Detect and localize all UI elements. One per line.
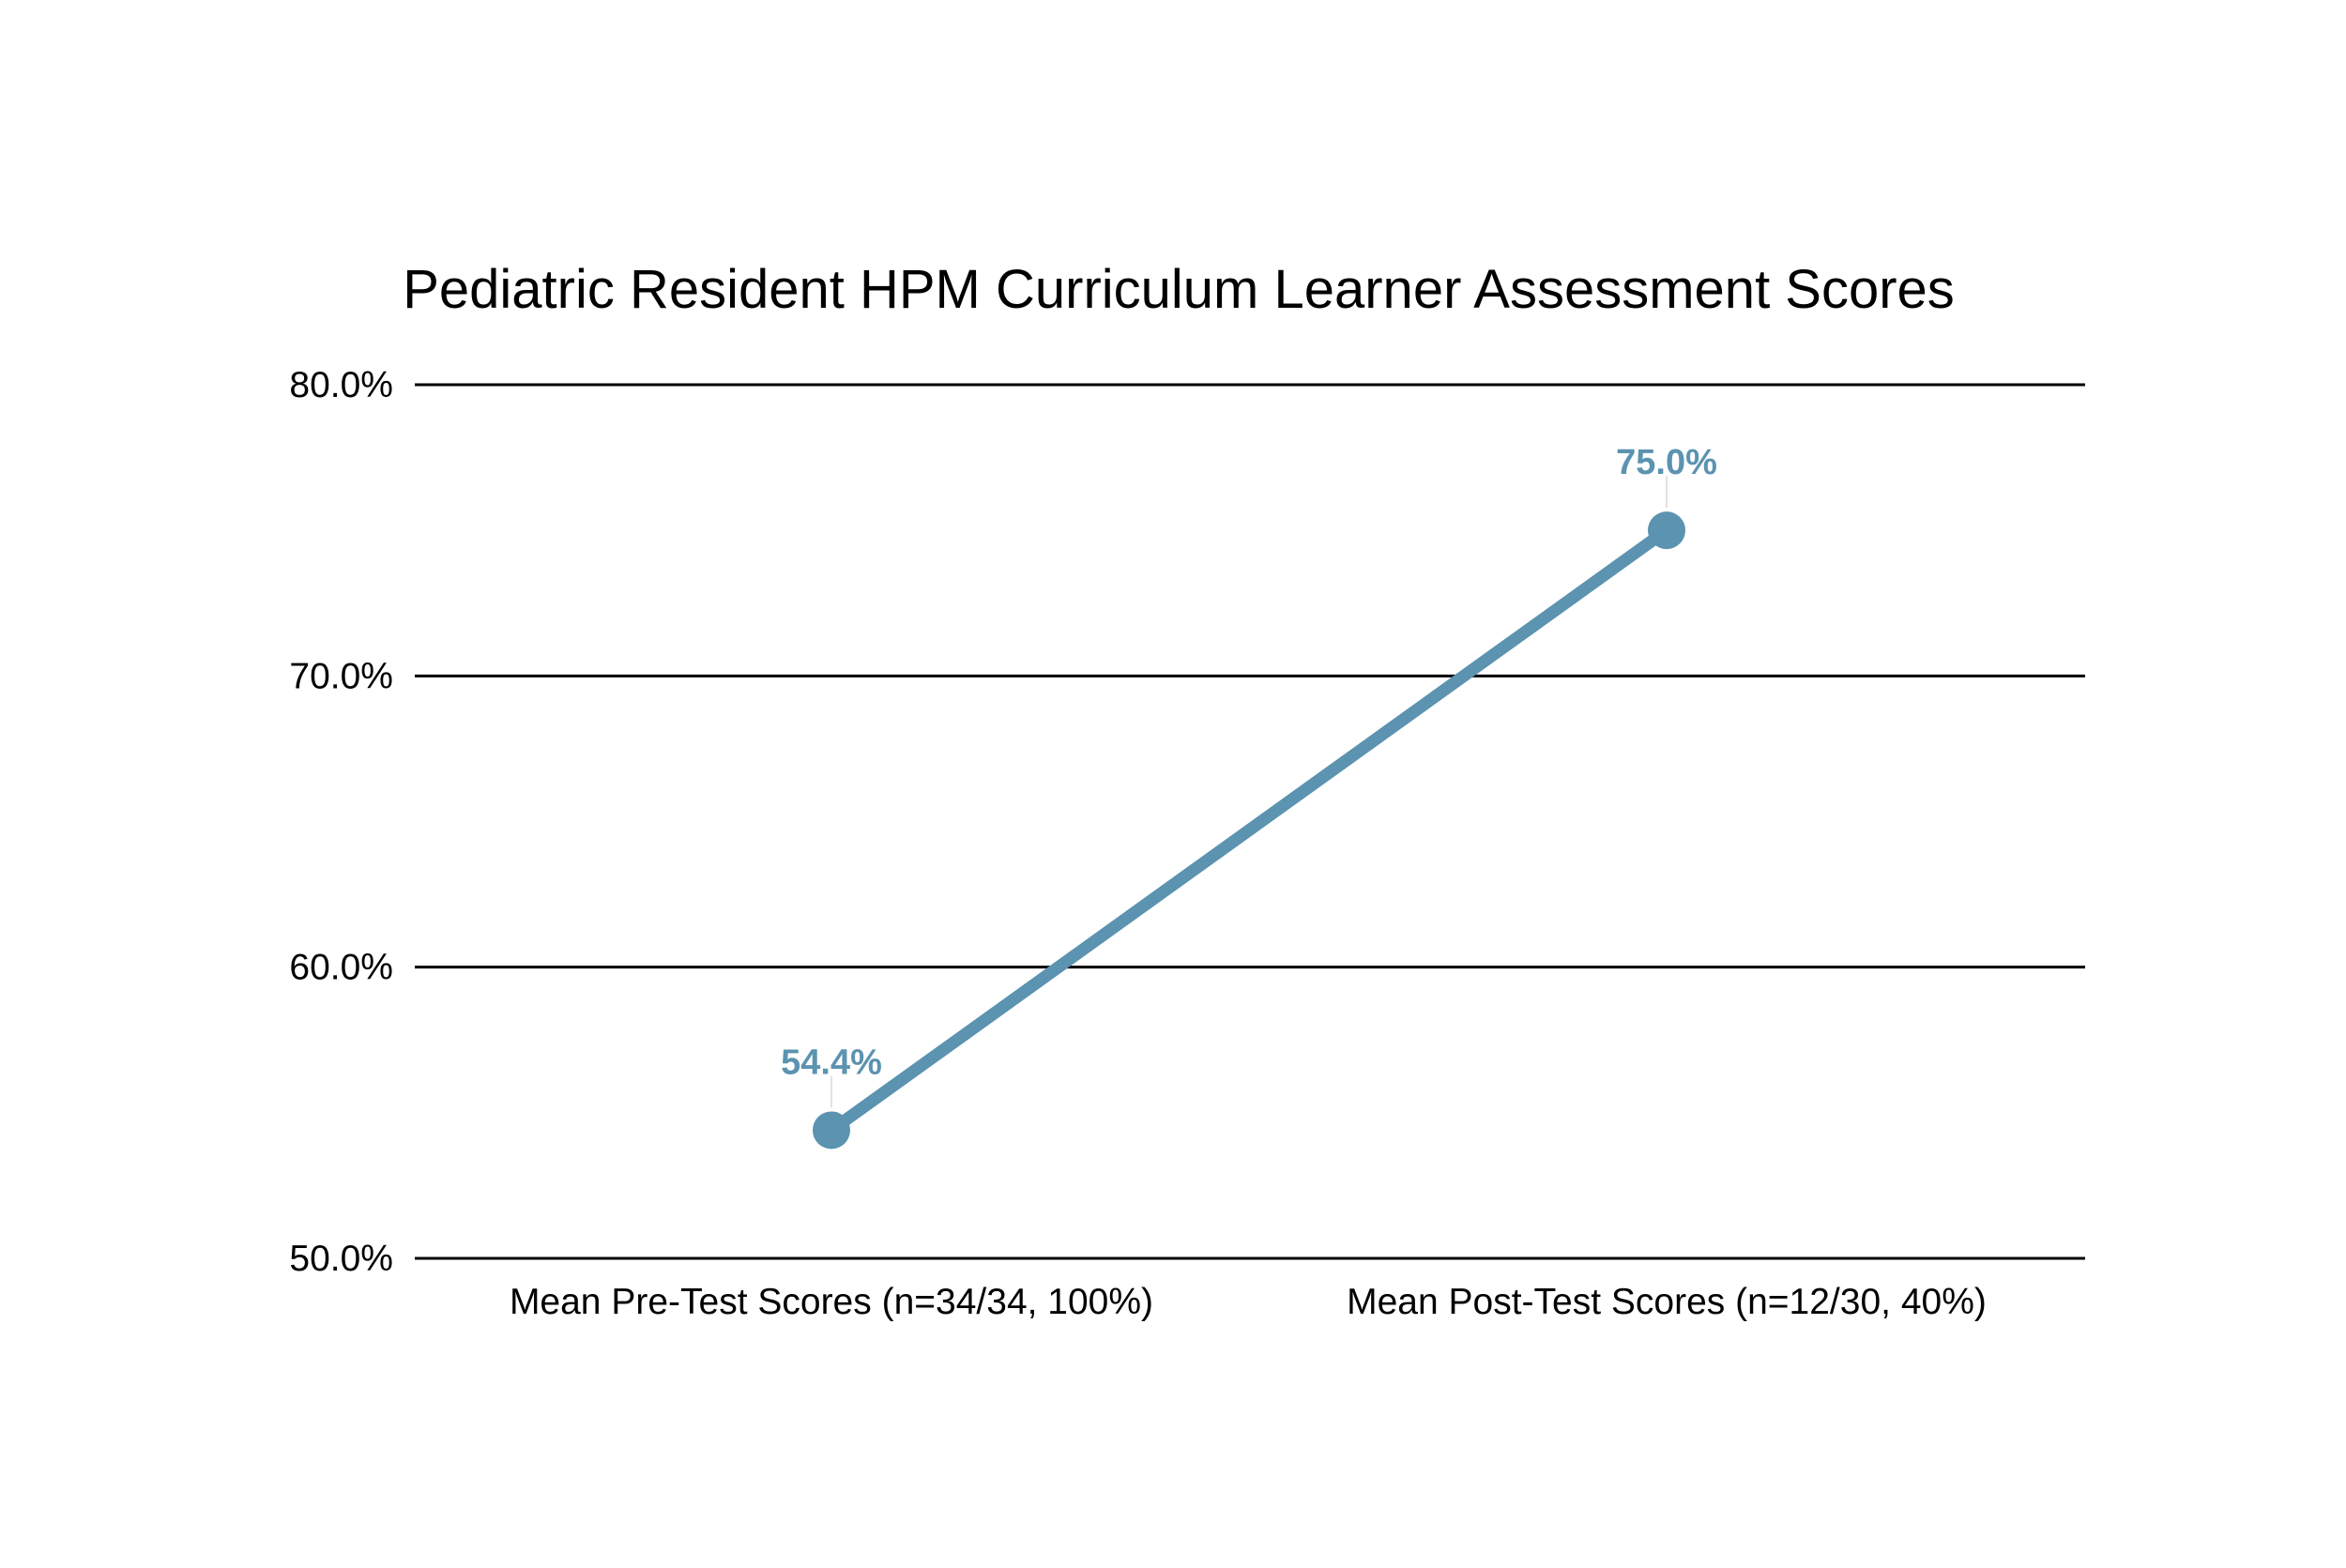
data-point-0 [813,1111,850,1149]
x-category-label-1: Mean Post-Test Scores (n=12/30, 40%) [1347,1282,1987,1322]
data-point-1 [1648,511,1685,550]
y-tick-label-1: 60.0% [289,948,393,988]
x-axis-category-labels: Mean Pre-Test Scores (n=34/34, 100%) Mean… [510,1282,1987,1322]
y-tick-label-0: 50.0% [289,1239,393,1279]
chart-title: Pediatric Resident HPM Curriculum Learne… [403,259,1955,320]
y-tick-label-3: 80.0% [289,365,393,405]
series-line-0 [825,524,1673,1136]
series-layer: 54.4% 75.0% [781,443,1717,1149]
y-tick-label-2: 70.0% [289,656,393,696]
data-label-1: 75.0% [1616,443,1717,482]
y-axis-tick-labels: 50.0% 60.0% 70.0% 80.0% [289,365,393,1279]
data-label-0: 54.4% [781,1043,882,1082]
x-category-label-0: Mean Pre-Test Scores (n=34/34, 100%) [510,1282,1153,1322]
gridlines [415,383,2085,1260]
